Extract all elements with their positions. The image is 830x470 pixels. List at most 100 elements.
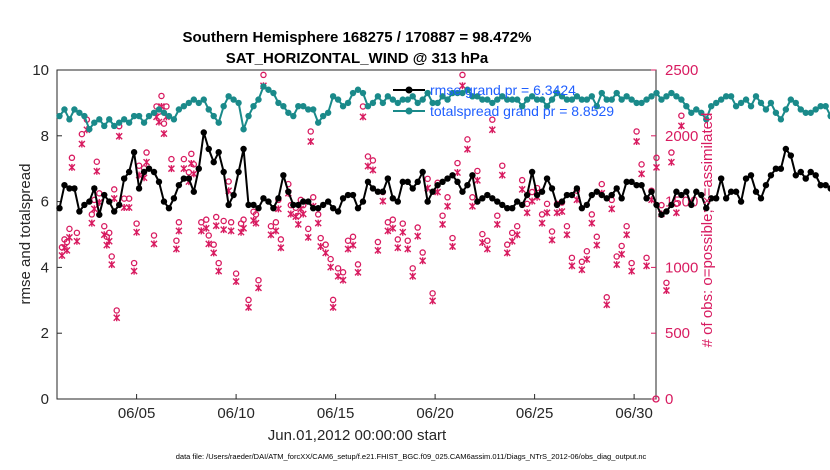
obs-possible-point (180, 155, 188, 163)
totalspread-point (767, 99, 775, 107)
obs-assimilated-point (327, 263, 335, 271)
obs-assimilated-point (130, 267, 138, 275)
totalspread-point (653, 89, 660, 97)
totalspread-point (265, 86, 272, 93)
totalspread-point (509, 96, 516, 103)
obs-assimilated-point (528, 197, 536, 205)
obs-possible-point (404, 237, 411, 244)
obs-assimilated-point (113, 314, 121, 322)
obs-assimilated-point (175, 227, 183, 235)
rmse-point (673, 188, 680, 195)
totalspread-point (787, 96, 795, 103)
obs-possible-point (205, 232, 212, 239)
rmse-point (742, 175, 750, 182)
obs-assimilated-point (339, 276, 347, 284)
obs-assimilated-point (449, 242, 457, 250)
rmse-point (479, 195, 486, 202)
totalspread-point (528, 93, 536, 100)
totalspread-point (250, 102, 257, 110)
rmse-point (314, 204, 322, 212)
rmse-point (628, 178, 635, 186)
rmse-point (190, 188, 198, 195)
totalspread-point (230, 96, 237, 103)
obs-assimilated-point (613, 261, 621, 269)
obs-possible-point (105, 229, 113, 237)
rmse-point (310, 204, 317, 212)
rmse-point (334, 208, 342, 215)
rmse-point (459, 188, 466, 195)
rmse-point (474, 198, 481, 205)
y-left-tick-label: 2 (41, 325, 49, 342)
obs-possible-point (633, 128, 640, 135)
obs-assimilated-point (488, 126, 496, 134)
obs-possible-point (449, 234, 456, 242)
x-tick-label: 06/30 (615, 405, 653, 422)
obs-possible-point (175, 219, 183, 226)
totalspread-point (245, 112, 252, 120)
obs-possible-point (160, 120, 168, 127)
obs-possible-point (548, 228, 556, 235)
totalspread-point (563, 96, 571, 103)
rmse-point (409, 185, 416, 192)
obs-assimilated-point (329, 303, 337, 311)
obs-possible-point (252, 211, 260, 218)
rmse-point (638, 181, 645, 189)
y-right-tick-label: 500 (665, 325, 690, 342)
obs-assimilated-point (349, 241, 357, 249)
rmse-point (319, 201, 327, 209)
obs-assimilated-point (458, 82, 466, 90)
y-right-tick-label: 0 (665, 391, 673, 408)
obs-assimilated-point (672, 209, 680, 217)
totalspread-point (280, 102, 287, 110)
rmse-point (767, 172, 775, 179)
rmse-point (324, 198, 332, 205)
obs-possible-point (499, 162, 506, 169)
totalspread-point (484, 96, 491, 103)
obs-assimilated-point (274, 205, 282, 213)
obs-possible-point (503, 241, 511, 248)
obs-assimilated-point (404, 245, 412, 253)
obs-possible-point (339, 269, 347, 276)
obs-assimilated-point (307, 137, 315, 145)
obs-assimilated-point (272, 227, 280, 235)
obs-assimilated-point (304, 233, 312, 241)
obs-assimilated-point (439, 220, 447, 228)
obs-assimilated-point (498, 171, 506, 179)
obs-assimilated-point (667, 158, 675, 166)
totalspread-point (663, 93, 670, 100)
rmse-point (593, 188, 600, 195)
rmse-point (653, 201, 660, 209)
rmse-point (623, 178, 630, 186)
totalspread-point (523, 96, 531, 103)
obs-assimilated-point (399, 228, 407, 236)
rmse-point (349, 191, 357, 199)
rmse-point (658, 211, 665, 218)
totalspread-point (459, 89, 466, 97)
obs-assimilated-point (513, 231, 521, 239)
totalspread-point (180, 102, 188, 110)
rmse-point (170, 195, 178, 202)
totalspread-point (135, 112, 143, 120)
rmse-point (56, 204, 63, 212)
obs-assimilated-point (344, 245, 352, 253)
obs-possible-point (464, 136, 471, 143)
rmse-point (155, 178, 163, 186)
rmse-point (145, 165, 153, 172)
totalspread-point (454, 89, 461, 97)
totalspread-point (285, 109, 292, 116)
obs-assimilated-point (628, 267, 636, 275)
obs-possible-point (374, 238, 382, 246)
totalspread-point (379, 99, 387, 107)
rmse-point (339, 195, 347, 202)
rmse-point (509, 204, 516, 212)
obs-assimilated-point (125, 204, 133, 212)
totalspread-point (170, 116, 178, 123)
totalspread-point (583, 96, 591, 103)
obs-assimilated-point (518, 185, 526, 193)
totalspread-point (742, 96, 750, 103)
x-tick-label: 06/20 (416, 405, 454, 422)
obs-possible-point (469, 194, 476, 201)
totalspread-point (290, 112, 297, 120)
rmse-point (379, 188, 387, 195)
obs-assimilated-point (88, 219, 96, 227)
